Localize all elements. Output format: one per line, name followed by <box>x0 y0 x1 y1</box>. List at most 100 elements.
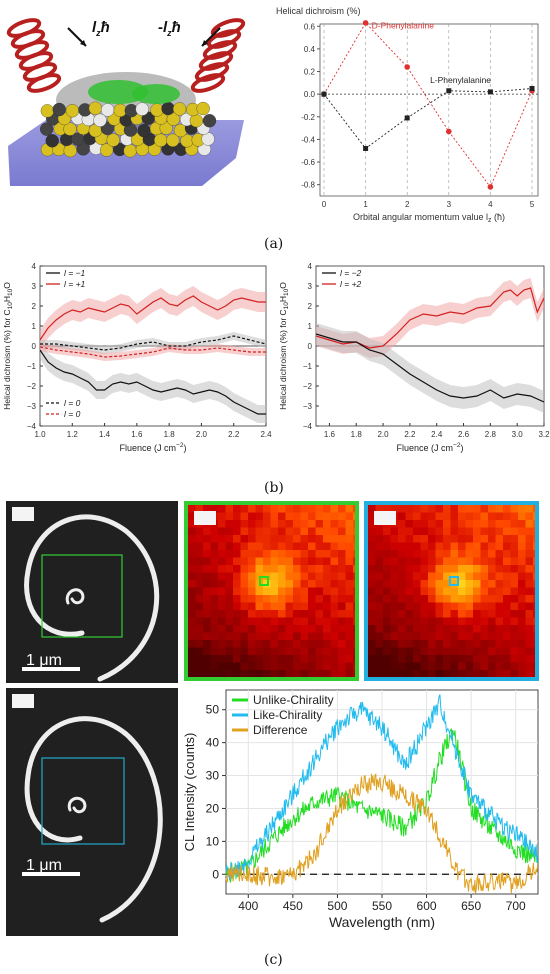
heatmap-cell <box>285 602 294 611</box>
heatmap-cell <box>285 535 294 543</box>
heatmap-cell <box>323 595 331 603</box>
heatmap-cell <box>323 640 331 648</box>
heatmap-cell <box>233 542 241 551</box>
heatmap-cell <box>263 542 271 551</box>
heatmap-cell <box>195 617 204 626</box>
heatmap-cell <box>428 535 436 543</box>
heatmap-cell <box>383 617 391 626</box>
atom-sphere <box>52 102 66 117</box>
heatmap-cell <box>383 572 391 581</box>
heatmap-cell <box>383 670 391 677</box>
heatmap-cell <box>353 640 355 648</box>
heatmap-cell <box>248 542 256 551</box>
scale-bar-label: 1 μm <box>26 652 62 669</box>
heatmap-cell <box>420 655 429 663</box>
heatmap-cell <box>480 580 489 588</box>
y-tick-label: 0.4 <box>304 45 316 54</box>
heatmap-cell <box>398 580 406 588</box>
heatmap-cell <box>368 587 376 596</box>
heatmap-cell <box>240 527 249 536</box>
heatmap-cell <box>510 640 519 648</box>
heatmap-cell <box>188 550 196 558</box>
heatmap-cell <box>315 670 324 677</box>
heatmap-cell <box>338 542 346 551</box>
heatmap-cell <box>368 625 376 633</box>
heatmap-cell <box>518 535 526 543</box>
heatmap-cell <box>218 535 226 543</box>
heatmap-cell <box>225 647 234 656</box>
heatmap-cell <box>323 655 331 663</box>
heatmap-cell <box>368 565 376 573</box>
heatmap-cell <box>330 602 339 611</box>
heatmap-cell <box>383 610 391 618</box>
heatmap-cell <box>450 557 459 566</box>
heatmap-cell <box>345 542 354 551</box>
heatmap-cell <box>510 542 519 551</box>
heatmap-cell <box>480 625 489 633</box>
error-band <box>40 286 266 350</box>
heatmap-cell <box>533 602 535 611</box>
y-tick-label: 0.2 <box>304 68 316 77</box>
data-point <box>529 86 535 91</box>
heatmap-cell <box>428 647 436 656</box>
helix-substrate-illustration: lzħ -lzħ <box>6 18 246 186</box>
heatmap-cell <box>218 647 226 656</box>
heatmap-cell <box>285 662 294 671</box>
heatmap-cell <box>353 565 355 573</box>
heatmap-cell <box>465 617 474 626</box>
heatmap-cell <box>413 572 421 581</box>
heatmap-cell <box>510 565 519 573</box>
heatmap-cell <box>435 602 444 611</box>
heatmap-cell <box>413 580 421 588</box>
heatmap-cell <box>525 632 534 641</box>
heatmap-cell <box>353 505 355 513</box>
legend-label: l = +1 <box>64 279 86 289</box>
heatmap-cell <box>435 625 444 633</box>
heatmap-cell <box>398 535 406 543</box>
heatmap-cell <box>315 662 324 671</box>
heatmap-cell <box>533 655 535 663</box>
heatmap-cell <box>270 595 279 603</box>
heatmap-cell <box>368 647 376 656</box>
heatmap-cell <box>263 602 271 611</box>
heatmap-cell <box>188 520 196 528</box>
heatmap-cell <box>390 595 399 603</box>
heatmap-cell <box>473 580 481 588</box>
heatmap-cell <box>405 670 414 677</box>
heatmap-cell <box>315 527 324 536</box>
heatmap-cell <box>345 617 354 626</box>
x-tick-label: 1.8 <box>164 430 176 439</box>
heatmap-cell <box>270 670 279 677</box>
heatmap-cell <box>278 610 286 618</box>
heatmap-cell <box>308 557 316 566</box>
heatmap-cell <box>405 640 414 648</box>
heatmap-cell <box>293 542 301 551</box>
heatmap-cell <box>330 527 339 536</box>
heatmap-cell <box>480 535 489 543</box>
x-tick-label: 2.0 <box>196 430 208 439</box>
heatmap-cell <box>345 640 354 648</box>
x-tick-label: 450 <box>283 899 303 913</box>
heatmap-cell <box>270 632 279 641</box>
heatmap-cell <box>188 535 196 543</box>
heatmap-cell <box>203 557 211 566</box>
heatmap-cell <box>473 512 481 521</box>
heatmap-cell <box>525 587 534 596</box>
heatmap-cell <box>458 557 466 566</box>
heatmap-cell <box>488 535 496 543</box>
heatmap-cell <box>428 527 436 536</box>
heatmap-cell <box>315 632 324 641</box>
heatmap-cell <box>428 572 436 581</box>
heatmap-cell <box>338 587 346 596</box>
heatmap-cell <box>308 550 316 558</box>
heatmap-cell <box>420 550 429 558</box>
heatmap-cell <box>405 572 414 581</box>
heatmap-cell <box>458 565 466 573</box>
heatmap-cell <box>353 617 355 626</box>
heatmap-cell <box>263 512 271 521</box>
heatmap-cell <box>398 565 406 573</box>
heatmap-cell <box>248 505 256 513</box>
heatmap-cell <box>293 535 301 543</box>
heatmap-cell <box>188 647 196 656</box>
heatmap-cell <box>473 527 481 536</box>
